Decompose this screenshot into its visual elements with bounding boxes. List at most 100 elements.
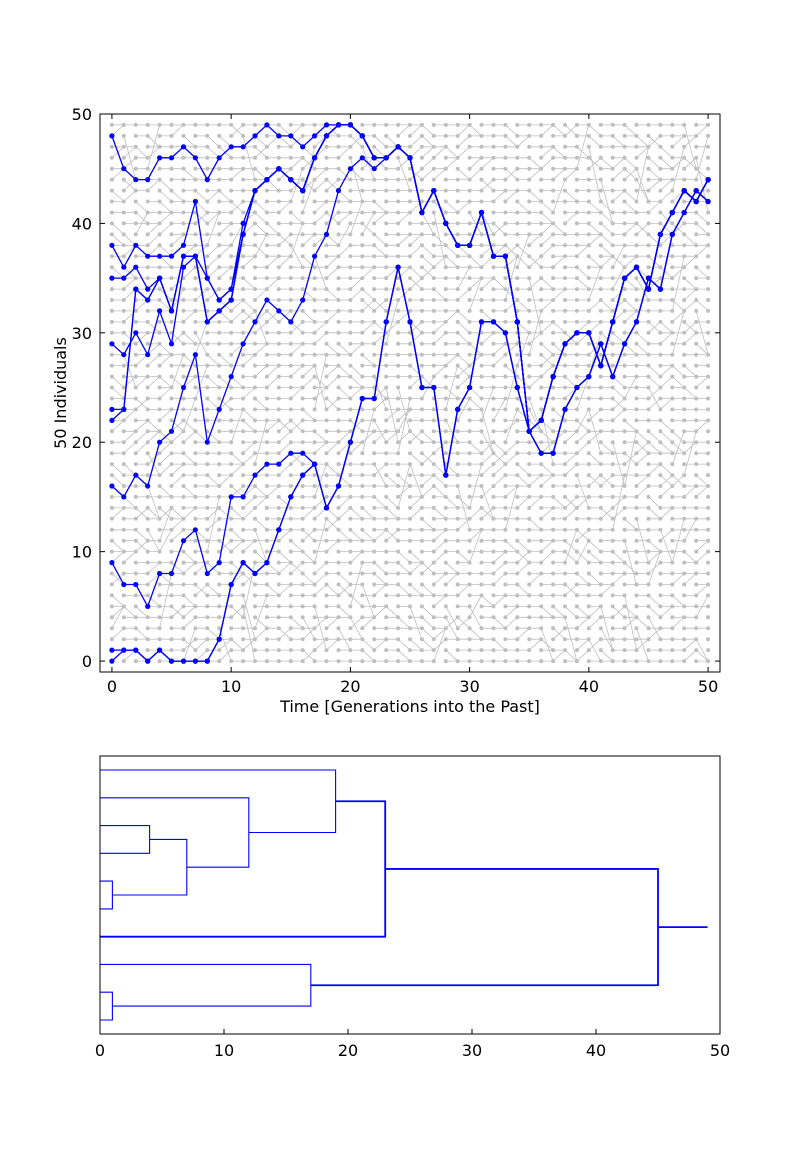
lattice-node (443, 133, 448, 138)
lattice-node (539, 363, 544, 368)
lattice-node (384, 582, 389, 587)
lattice-node (563, 287, 567, 292)
lattice-node (372, 232, 377, 237)
lattice-node (479, 593, 484, 598)
lattice-node (229, 177, 234, 182)
y-tick-label: 10 (72, 543, 92, 562)
lattice-node (193, 232, 198, 237)
lattice-node (324, 210, 329, 215)
lattice-node (372, 637, 377, 642)
lattice-node (229, 276, 234, 281)
lattice-node (539, 177, 544, 182)
lattice-node (646, 385, 651, 390)
lattice-node (443, 287, 448, 292)
lattice-node (515, 341, 520, 346)
lattice-node (288, 648, 293, 653)
lattice-node (622, 615, 627, 620)
lattice-node (396, 429, 401, 434)
lattice-node (527, 374, 532, 379)
lattice-node (658, 330, 663, 335)
lineage-point (240, 231, 246, 237)
lattice-node (682, 604, 687, 609)
lattice-node (264, 484, 269, 488)
lattice-node (312, 538, 317, 543)
lattice-node (360, 429, 365, 434)
lattice-node (682, 659, 687, 664)
lattice-node (145, 319, 150, 324)
lattice-node (300, 396, 305, 401)
lattice-node (527, 144, 532, 149)
lattice-node (288, 604, 293, 609)
lattice-node (443, 188, 448, 193)
lattice-node (157, 494, 162, 499)
lattice-node (539, 199, 544, 204)
lattice-node (682, 177, 687, 182)
lattice-node (491, 429, 496, 434)
lattice-node (169, 298, 174, 302)
lattice-node (300, 177, 305, 182)
lattice-node (431, 210, 436, 215)
lineage-point (180, 384, 187, 391)
lattice-node (670, 593, 675, 598)
lattice-node (169, 451, 174, 456)
lattice-node (574, 615, 579, 620)
lattice-node (121, 549, 126, 554)
lattice-node (193, 374, 198, 379)
lattice-node (443, 604, 448, 609)
lattice-node (276, 593, 281, 598)
lattice-node (169, 593, 174, 598)
lattice-node (288, 527, 293, 532)
lineage-point (359, 395, 365, 402)
lattice-node (145, 265, 150, 270)
lattice-node (300, 166, 305, 171)
lattice-node (658, 144, 663, 149)
lineage-point (192, 155, 198, 161)
lattice-node (646, 637, 651, 642)
lattice-node (455, 374, 460, 379)
lattice-node (646, 451, 651, 456)
lattice-node (276, 560, 281, 565)
lattice-node (169, 221, 174, 226)
lattice-node (634, 243, 639, 248)
lattice-node (634, 407, 639, 412)
lattice-node (479, 122, 484, 127)
lineage-point (168, 341, 175, 347)
lattice-node (264, 451, 269, 456)
lattice-node (181, 199, 186, 204)
lineage-point (395, 144, 401, 150)
lattice-node (622, 462, 627, 467)
lattice-node (658, 626, 663, 631)
lineage-point (300, 450, 306, 456)
lattice-node (491, 166, 496, 171)
lattice-node (336, 462, 341, 467)
lineage-point (574, 330, 580, 336)
lineage-point (467, 384, 473, 391)
lattice-node (706, 637, 711, 642)
lattice-node (336, 571, 341, 576)
lattice-node (586, 549, 591, 554)
lattice-node (527, 440, 532, 445)
lattice-node (527, 177, 532, 182)
lattice-node (598, 451, 603, 456)
lattice-node (336, 374, 341, 379)
lattice-node (551, 199, 556, 204)
lattice-node (372, 582, 377, 587)
lattice-node (229, 363, 234, 368)
lattice-node (276, 549, 281, 554)
lattice-node (491, 199, 496, 204)
lattice-node (408, 659, 412, 664)
lattice-node (443, 341, 448, 346)
lattice-node (360, 254, 365, 259)
lattice-node (598, 571, 603, 576)
lattice-node (527, 484, 532, 488)
lattice-node (121, 615, 126, 620)
lattice-node (324, 243, 329, 248)
lattice-node (324, 582, 329, 587)
lattice-node (670, 494, 675, 499)
lattice-node (479, 429, 484, 434)
lattice-node (503, 407, 508, 412)
lattice-node (312, 276, 317, 281)
lattice-node (241, 484, 246, 488)
lattice-node (372, 484, 377, 488)
lattice-node (574, 265, 579, 270)
